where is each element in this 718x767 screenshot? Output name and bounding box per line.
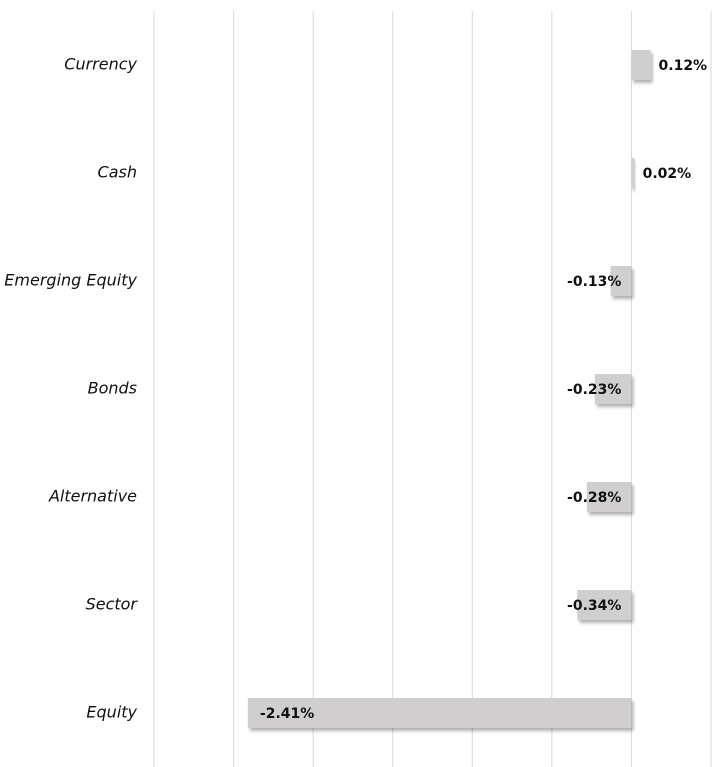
bar: [586, 482, 632, 512]
bar: [631, 50, 651, 80]
value-label: 0.02%: [643, 166, 692, 182]
category-label: Equity: [86, 703, 137, 722]
bar: [610, 266, 632, 296]
category-label: Bonds: [88, 379, 137, 398]
value-label: -0.28%: [567, 490, 621, 506]
category-label: Alternative: [48, 487, 137, 506]
bar: [247, 698, 632, 728]
category-label: Emerging Equity: [4, 271, 137, 290]
value-label: -2.41%: [260, 706, 314, 722]
category-label: Currency: [64, 55, 137, 74]
bar: [594, 374, 632, 404]
bar: [577, 590, 632, 620]
category-label: Cash: [98, 163, 137, 182]
category-label: Sector: [86, 595, 139, 614]
value-label: 0.12%: [659, 58, 708, 74]
bar: [631, 158, 635, 188]
value-label: -0.34%: [567, 598, 621, 614]
value-label: -0.23%: [567, 382, 621, 398]
value-label: -0.13%: [567, 274, 621, 290]
